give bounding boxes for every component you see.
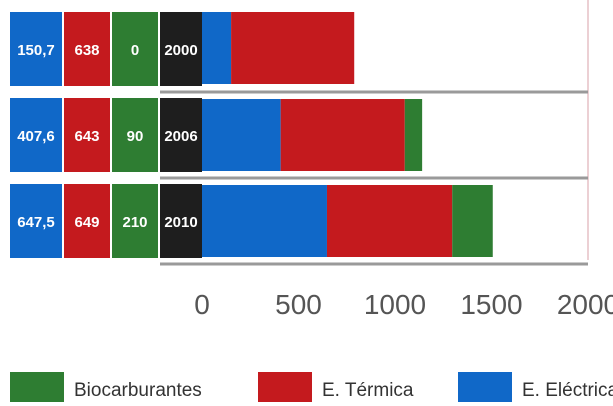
bar-segment-electrica xyxy=(202,99,281,171)
x-tick-label: 500 xyxy=(275,289,322,320)
bar-segment-biocarburantes xyxy=(404,99,423,171)
table-label-year: 2006 xyxy=(164,128,197,145)
bars-area xyxy=(160,0,589,266)
table-label-termica: 643 xyxy=(74,128,99,145)
table-cell-biocarburantes xyxy=(112,98,158,172)
table-label-biocarburantes: 210 xyxy=(122,214,147,231)
bar-segment-biocarburantes xyxy=(452,185,493,257)
x-tick-label: 0 xyxy=(194,289,210,320)
table-cell-year xyxy=(160,12,202,86)
x-tick-label: 1500 xyxy=(460,289,522,320)
legend-label: Biocarburantes xyxy=(74,380,202,401)
x-axis: 0 500 1000 1500 2000 xyxy=(194,289,613,320)
table-label-biocarburantes: 0 xyxy=(131,42,139,59)
legend-swatch xyxy=(258,372,312,402)
table-label-termica: 638 xyxy=(74,42,99,59)
table-label-electrica: 407,6 xyxy=(17,128,55,145)
bar-segment-electrica xyxy=(202,185,327,257)
table-cell-electrica xyxy=(10,12,62,86)
legend-swatch xyxy=(10,372,64,402)
table-cell-biocarburantes xyxy=(112,184,158,258)
legend-label: E. Térmica xyxy=(322,380,414,401)
x-tick-label: 1000 xyxy=(364,289,426,320)
table-cell-year xyxy=(160,184,202,258)
value-table: 150,7 638 0 2000 407,6 643 90 2006 647,5 649 210 20… xyxy=(10,12,202,258)
bar-segment-electrica xyxy=(202,12,232,84)
table-cell-biocarburantes xyxy=(112,12,158,86)
table-cell-termica xyxy=(64,12,110,86)
legend: Biocarburantes E. Térmica E. Eléctrica xyxy=(10,372,613,402)
legend-swatch xyxy=(458,372,512,402)
bar-segment-termica xyxy=(280,99,405,171)
table-label-year: 2010 xyxy=(164,214,197,231)
table-cell-year xyxy=(160,98,202,172)
table-label-biocarburantes: 90 xyxy=(127,128,144,145)
table-label-year: 2000 xyxy=(164,42,197,59)
table-cell-termica xyxy=(64,98,110,172)
bar-segment-termica xyxy=(231,12,355,84)
x-tick-label: 2000 xyxy=(557,289,613,320)
table-label-electrica: 150,7 xyxy=(17,42,55,59)
table-label-electrica: 647,5 xyxy=(17,214,55,231)
table-cell-termica xyxy=(64,184,110,258)
table-cell-electrica xyxy=(10,98,62,172)
table-cell-electrica xyxy=(10,184,62,258)
bar-segment-termica xyxy=(326,185,453,257)
table-label-termica: 649 xyxy=(74,214,99,231)
legend-label: E. Eléctrica xyxy=(522,380,613,401)
